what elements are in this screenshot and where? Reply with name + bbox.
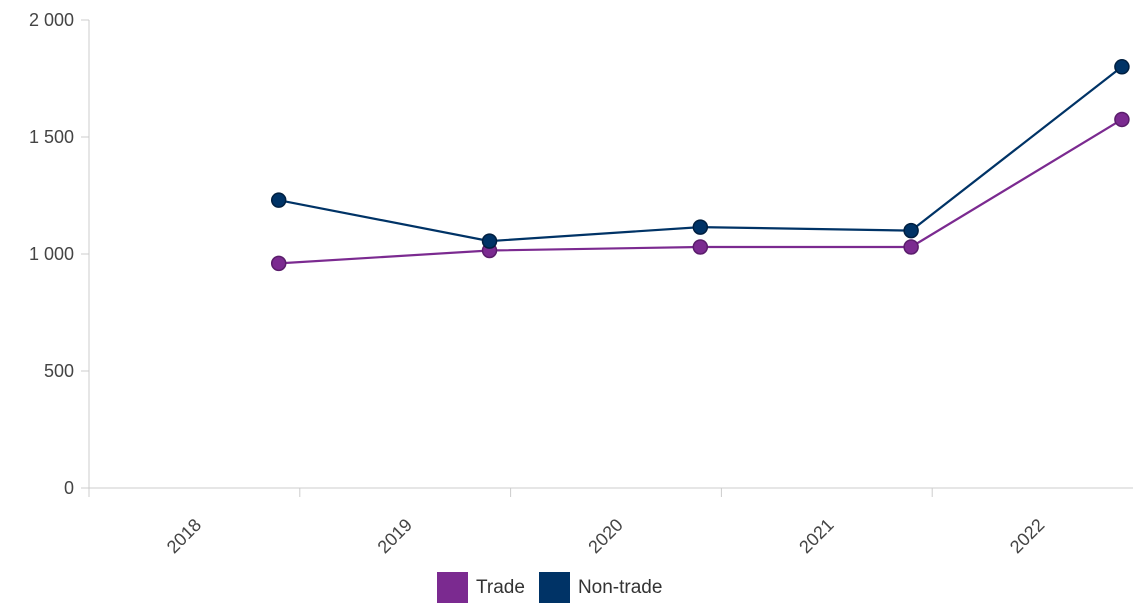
y-tick-label: 2 000 <box>29 10 74 30</box>
x-tick-label: 2019 <box>374 515 416 557</box>
legend-item-trade[interactable]: Trade <box>437 572 525 603</box>
legend-label-trade: Trade <box>476 576 525 598</box>
x-tick-label: 2021 <box>795 515 837 557</box>
x-tick-label: 2022 <box>1006 515 1048 557</box>
data-point-non-trade <box>692 219 709 235</box>
data-point-trade <box>692 239 709 255</box>
data-point-non-trade <box>270 192 287 208</box>
series-line-non-trade <box>278 65 1123 243</box>
x-tick-label: 2020 <box>584 515 626 557</box>
data-point-trade <box>270 255 287 272</box>
data-point-trade <box>1114 111 1130 128</box>
legend: Trade Non-trade <box>437 572 662 603</box>
legend-label-non-trade: Non-trade <box>577 576 663 598</box>
data-point-non-trade <box>1114 59 1130 75</box>
legend-item-non-trade[interactable]: Non-trade <box>538 572 663 603</box>
data-point-non-trade <box>903 222 919 239</box>
legend-swatch-non-trade <box>538 572 570 603</box>
data-point-non-trade <box>481 233 498 249</box>
chart-canvas: 0 500 1 000 1 500 2 000 2018 2019 2020 2021 2022 <box>29 10 1133 557</box>
y-tick-label: 0 <box>64 478 74 498</box>
data-point-trade <box>903 239 919 255</box>
legend-swatch-trade <box>437 572 468 603</box>
y-tick-label: 1 000 <box>29 244 74 264</box>
y-tick-label: 500 <box>44 361 74 381</box>
y-tick-label: 1 500 <box>29 127 74 147</box>
x-tick-label: 2018 <box>163 515 205 557</box>
